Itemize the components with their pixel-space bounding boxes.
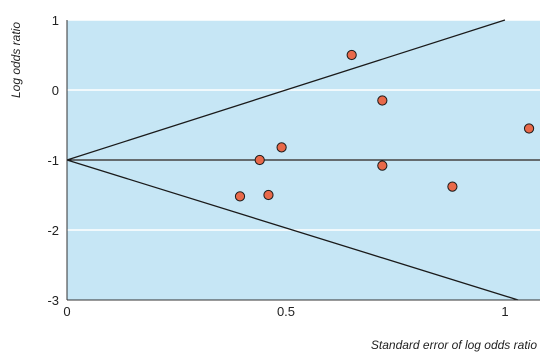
data-point	[377, 160, 388, 171]
data-point	[263, 189, 274, 201]
x-tick-label: 1	[501, 304, 508, 319]
tick-labels: 1 0 -1 -2 -3 0 0.5 1	[47, 13, 508, 319]
x-tick-label: 0	[63, 304, 70, 319]
data-point	[523, 123, 535, 134]
y-tick-label: -1	[47, 153, 59, 168]
axes	[66, 20, 540, 301]
y-tick-label: 1	[52, 13, 59, 28]
y-tick-label: -2	[47, 223, 59, 238]
reference-line-upper-limit	[66, 19, 506, 161]
data-point	[447, 181, 458, 192]
data-point	[254, 154, 265, 166]
y-tick-label: 0	[52, 83, 59, 98]
y-tick-label: -3	[47, 293, 59, 308]
x-tick-label: 0.5	[277, 304, 295, 319]
data-point	[346, 49, 357, 61]
data-point	[276, 142, 287, 153]
y-axis-title: Log odds ratio	[9, 22, 23, 98]
data-point	[377, 95, 388, 106]
reference-line-lower-limit	[66, 159, 519, 301]
data-points	[234, 49, 535, 202]
x-axis-title: Standard error of log odds ratio	[371, 338, 537, 352]
reference-lines	[66, 19, 540, 301]
data-point	[234, 191, 246, 202]
